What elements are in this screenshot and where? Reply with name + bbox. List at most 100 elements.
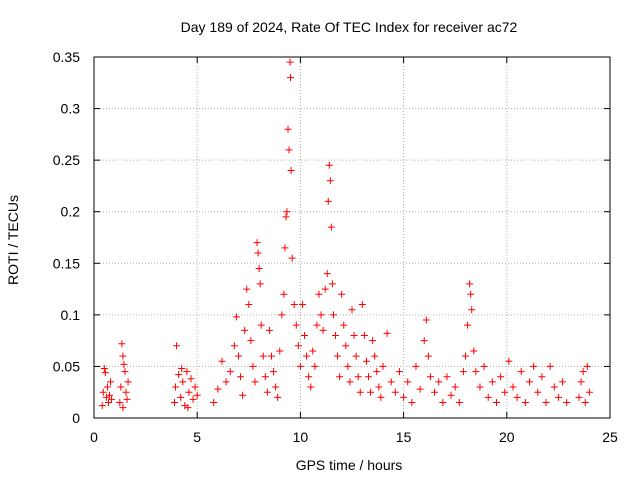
data-point-marker [542, 399, 550, 407]
y-tick-label: 0 [72, 410, 80, 426]
data-point-marker [245, 301, 253, 309]
data-point-marker [517, 368, 525, 376]
data-point-marker [265, 326, 273, 334]
data-point-marker [383, 329, 391, 337]
data-point-marker [175, 371, 183, 379]
data-point-marker [290, 301, 298, 309]
data-point-marker [371, 352, 379, 360]
data-point-marker [309, 347, 317, 355]
x-tick-label: 5 [193, 429, 201, 445]
data-point-marker [459, 368, 467, 376]
data-point-marker [575, 393, 583, 401]
data-point-marker [325, 161, 333, 169]
data-point-marker [284, 125, 292, 133]
data-point-marker [331, 331, 339, 339]
data-point-marker [358, 301, 366, 309]
data-point-marker [268, 352, 276, 360]
data-point-marker [103, 383, 111, 391]
data-point-marker [328, 280, 336, 288]
data-point-marker [230, 342, 238, 350]
data-points [98, 58, 593, 412]
data-point-marker [214, 385, 222, 393]
data-point-marker [210, 399, 218, 407]
data-point-marker [521, 399, 529, 407]
data-point-marker [365, 373, 373, 381]
data-point-marker [492, 399, 500, 407]
data-point-marker [583, 362, 591, 370]
data-point-marker [184, 404, 192, 412]
data-point-marker [408, 399, 416, 407]
x-tick-labels: 0 5 10 15 20 25 [90, 429, 618, 445]
data-point-marker [124, 378, 132, 386]
y-tick-label: 0.3 [61, 101, 81, 117]
x-tick-label: 15 [396, 429, 412, 445]
data-point-marker [272, 383, 280, 391]
data-point-marker [288, 254, 296, 262]
data-point-marker [559, 378, 567, 386]
data-point-marker [505, 357, 513, 365]
chart-title: Day 189 of 2024, Rate Of TEC Index for r… [181, 19, 518, 35]
data-point-marker [526, 378, 534, 386]
data-point-marker [488, 378, 496, 386]
data-point-marker [294, 342, 302, 350]
data-point-marker [334, 352, 342, 360]
data-point-marker [101, 369, 109, 377]
data-point-marker [172, 383, 180, 391]
data-point-marker [431, 388, 439, 396]
data-point-marker [336, 373, 344, 381]
data-point-marker [249, 362, 257, 370]
data-point-marker [509, 383, 517, 391]
data-point-marker [311, 362, 319, 370]
data-point-marker [285, 146, 293, 154]
data-point-marker [375, 383, 383, 391]
data-point-marker [416, 385, 424, 393]
data-point-marker [464, 321, 472, 329]
data-point-marker [189, 395, 197, 403]
data-point-marker [305, 373, 313, 381]
plot-frame [93, 56, 611, 419]
data-point-marker [581, 399, 589, 407]
data-point-marker [467, 290, 475, 298]
data-point-marker [367, 388, 375, 396]
data-point-marker [395, 368, 403, 376]
data-point-marker [232, 313, 240, 321]
y-tick-labels: 0 0.05 0.1 0.15 0.2 0.25 0.3 0.35 [53, 49, 80, 426]
data-point-marker [391, 388, 399, 396]
data-point-marker [296, 362, 304, 370]
data-point-marker [281, 244, 289, 252]
data-point-marker [251, 378, 259, 386]
data-point-marker [379, 362, 387, 370]
data-point-marker [120, 360, 128, 368]
data-point-marker [466, 280, 474, 288]
data-point-marker [239, 391, 247, 399]
data-point-marker [484, 393, 492, 401]
data-point-marker [324, 197, 332, 205]
data-point-marker [534, 388, 542, 396]
data-point-marker [329, 311, 337, 319]
y-tick-label: 0.35 [53, 49, 80, 65]
data-point-marker [243, 285, 251, 293]
data-point-marker [563, 399, 571, 407]
data-point-marker [301, 331, 309, 339]
data-point-marker [183, 368, 191, 376]
data-point-marker [344, 362, 352, 370]
data-point-marker [191, 383, 199, 391]
data-point-marker [218, 357, 226, 365]
data-point-marker [472, 368, 480, 376]
data-point-marker [439, 399, 447, 407]
data-point-marker [315, 290, 323, 298]
data-point-marker [447, 391, 455, 399]
data-point-marker [327, 223, 335, 231]
data-point-marker [426, 373, 434, 381]
data-point-marker [319, 326, 327, 334]
data-point-marker [303, 352, 311, 360]
data-point-marker [342, 342, 350, 350]
data-point-marker [274, 393, 282, 401]
data-point-marker [387, 378, 395, 386]
data-point-marker [497, 373, 505, 381]
data-point-marker [226, 368, 234, 376]
data-point-marker [476, 383, 484, 391]
data-point-marker [470, 347, 478, 355]
axis-ticks [93, 56, 611, 419]
data-point-marker [513, 393, 521, 401]
